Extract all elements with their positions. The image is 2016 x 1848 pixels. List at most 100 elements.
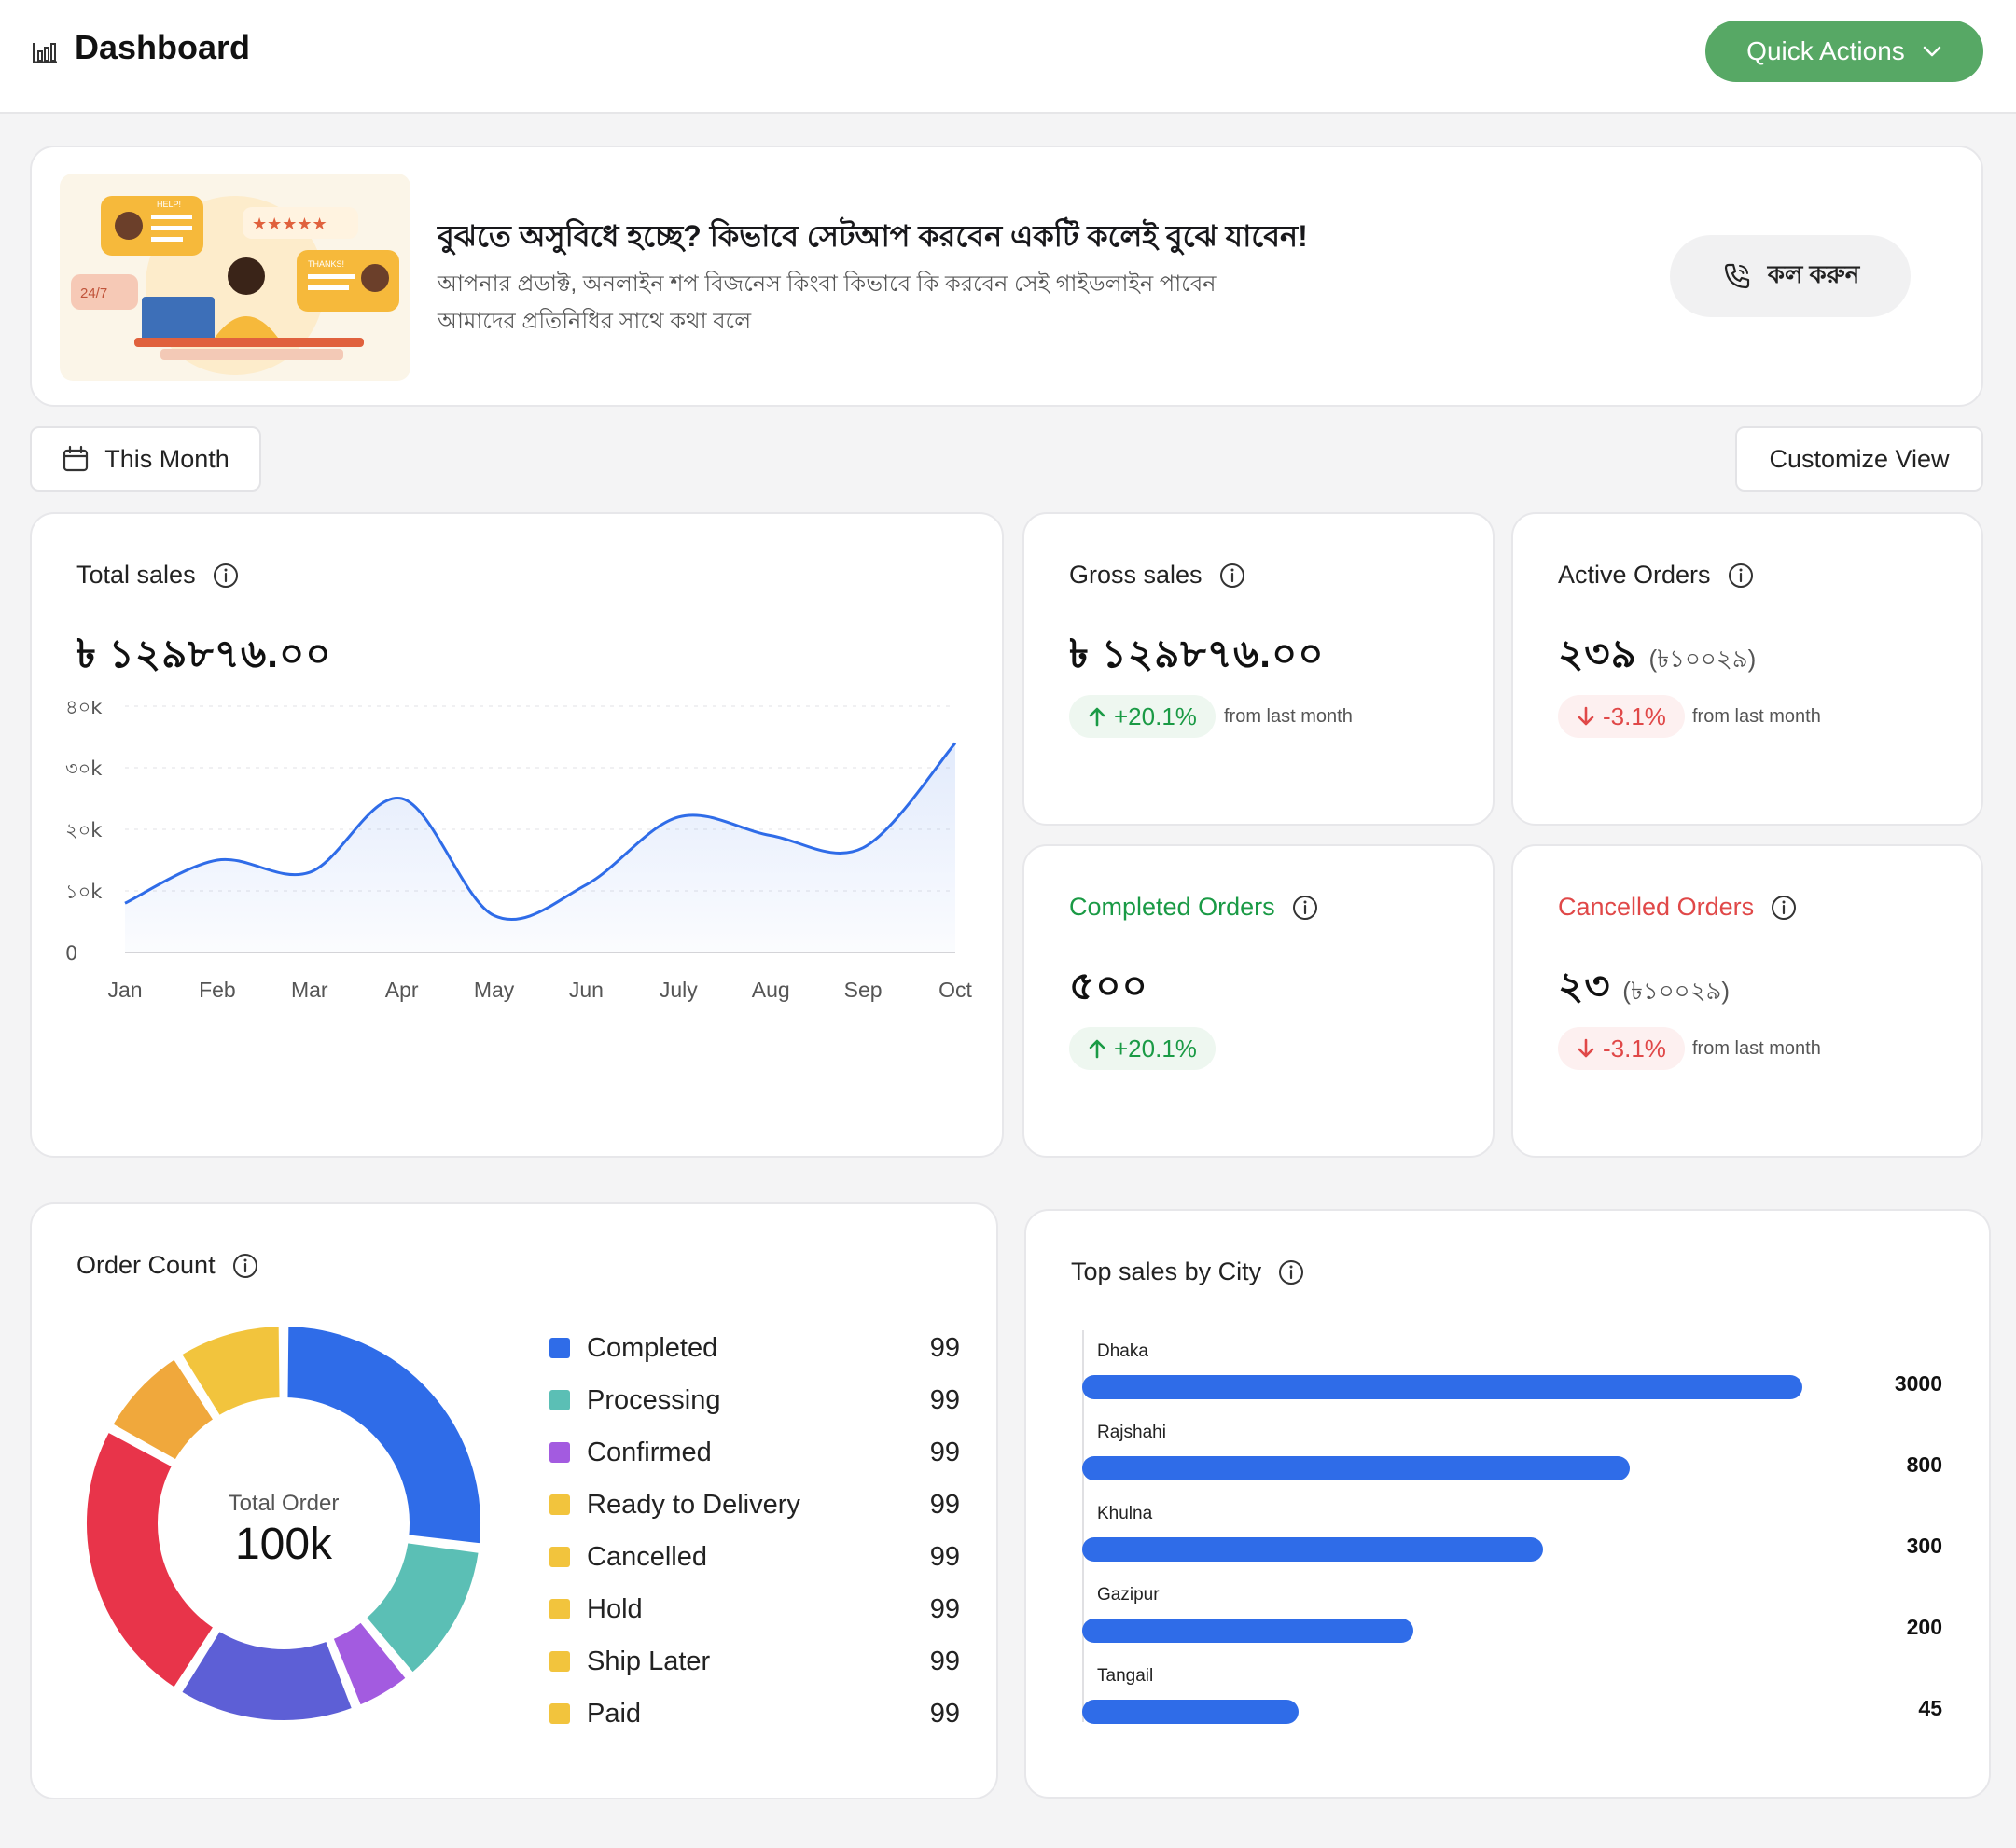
completed-orders-change-badge: +20.1% [1069,1027,1216,1070]
city-bar[interactable] [1082,1700,1299,1724]
top-bar: Dashboard Quick Actions [0,0,2016,114]
donut-slice-segment-6[interactable] [106,1353,220,1466]
banner-heading: বুঝতে অসুবিধে হচ্ছে? কিভাবে সেটআপ করবেন … [438,219,1308,253]
quick-actions-button[interactable]: Quick Actions [1705,21,1983,82]
legend-label: Confirmed [587,1437,712,1467]
legend-swatch [549,1494,570,1515]
support-illustration: HELP! ★★★★★ 24/7 THANKS! [60,174,410,381]
customize-view-label: Customize View [1769,444,1950,473]
chevron-down-icon [1923,46,1941,57]
cancelled-orders-label-row: Cancelled Orders [1558,893,1797,922]
x-tick-label: Jun [569,978,604,1002]
legend-item: Processing 99 [549,1382,960,1419]
info-icon[interactable] [1771,895,1797,921]
period-filter-button[interactable]: This Month [30,426,261,492]
arrow-up-icon [1089,707,1105,727]
svg-text:THANKS!: THANKS! [308,259,344,269]
x-tick-label: July [660,978,698,1002]
gross-sales-change: +20.1% [1114,702,1197,730]
total-sales-label: Total sales [76,561,196,589]
city-bar-chart: Dhaka 3000 Rajshahi 800 Khulna 300 Gazipur 200 T… [1026,1211,1993,1800]
info-icon[interactable] [232,1253,258,1279]
gross-sales-label-row: Gross sales [1069,561,1245,590]
donut-slice-completed[interactable] [282,1321,486,1549]
city-label: Dhaka [1097,1341,1148,1361]
y-tick-label: ১০k [65,881,103,903]
call-button-label: কল করুন [1767,260,1860,288]
x-tick-label: May [474,978,515,1002]
legend-count: 99 [929,1332,960,1363]
city-value: 3000 [1894,1371,1942,1396]
donut-slice-confirmed[interactable] [327,1616,412,1712]
completed-orders-card: Completed Orders ৫০০ +20.1% [1022,844,1495,1158]
cancelled-orders-value: ২৩ [1558,964,1611,1007]
city-value: 200 [1906,1615,1942,1639]
top-city-label-row: Top sales by City [1071,1257,1304,1286]
city-value: 800 [1906,1452,1942,1477]
city-bar[interactable] [1082,1537,1544,1562]
total-sales-label-row: Total sales [76,561,239,590]
city-bar[interactable] [1082,1456,1630,1480]
info-icon[interactable] [213,563,239,589]
info-icon[interactable] [1292,895,1318,921]
active-orders-change: -3.1% [1603,702,1666,730]
phone-icon [1724,263,1749,289]
total-sales-area-chart: 0 ১০k ২০k ৩০k ৪০k Jan Feb Mar Apr May Jun July Aug S… [65,701,972,1002]
active-orders-value-row: ২৩৯ (৳১০০২৯) [1558,623,1756,689]
y-tick-label: ২০k [65,819,103,841]
active-orders-label-row: Active Orders [1558,561,1754,590]
legend-label: Paid [587,1698,642,1729]
banner-description-line2: আমাদের প্রতিনিধির সাথে কথা বলে [438,309,752,334]
chart-bars-icon [33,43,57,63]
top-city-label: Top sales by City [1071,1257,1262,1285]
gross-sales-value: ৳ ১২৯৮৭৬.০০ [1069,632,1325,675]
legend-label: Processing [587,1384,721,1415]
legend-item: Confirmed 99 [549,1434,960,1471]
legend-swatch [549,1442,570,1463]
arrow-down-icon [1578,706,1594,726]
y-tick-label: 0 [65,942,77,965]
donut-center-value: 100k [235,1520,333,1569]
donut-slice-segment-5[interactable] [81,1425,220,1694]
active-orders-label: Active Orders [1558,561,1711,589]
x-tick-label: Aug [752,978,790,1002]
banner-description-line1: আপনার প্রডাক্ট, অনলাইন শপ বিজনেস কিংবা ক… [438,271,1217,297]
gross-sales-from-text: from last month [1224,706,1353,727]
x-tick-label: Feb [199,978,236,1002]
info-icon[interactable] [1219,563,1245,589]
sales-area-fill [125,743,955,952]
donut-slice-processing[interactable] [360,1536,485,1679]
sales-line [124,742,957,922]
order-count-card: Order Count Total Order 100k Completed 99… [30,1202,998,1799]
city-label: Rajshahi [1097,1423,1166,1442]
legend-label: Completed [587,1332,718,1363]
y-tick-label: ৪০k [65,701,103,718]
active-orders-value: ২৩৯ [1558,632,1637,675]
info-icon[interactable] [1728,563,1754,589]
legend-count: 99 [929,1541,960,1572]
legend-count: 99 [929,1384,960,1415]
city-bar[interactable] [1082,1619,1414,1643]
y-tick-label: ৩০k [65,757,103,780]
cancelled-orders-change: -3.1% [1603,1034,1666,1063]
info-icon[interactable] [1278,1259,1304,1285]
total-sales-value: ৳ ১২৯৮৭৬.০০ [76,632,332,675]
customize-view-button[interactable]: Customize View [1735,426,1983,492]
top-city-card: Top sales by City Dhaka 3000 Rajshahi 800 Kh… [1024,1209,1991,1799]
city-bar[interactable] [1082,1375,1802,1399]
legend-item: Ready to Delivery 99 [549,1486,960,1523]
active-orders-change-badge: -3.1% [1558,695,1685,738]
call-button[interactable]: কল করুন [1670,235,1911,317]
gross-sales-card: Gross sales ৳ ১২৯৮৭৬.০০ +20.1% from last… [1022,512,1495,826]
completed-orders-value: ৫০০ [1069,964,1148,1007]
support-banner: HELP! ★★★★★ 24/7 THANKS! বুঝতে অসুবিধে হ… [30,146,1983,407]
active-orders-card: Active Orders ২৩৯ (৳১০০২৯) -3.1% from la… [1511,512,1983,826]
donut-slice-segment-4[interactable] [175,1625,358,1726]
arrow-down-icon [1578,1038,1594,1058]
donut-slice-segment-7[interactable] [175,1321,285,1422]
cancelled-orders-change-badge: -3.1% [1558,1027,1685,1070]
legend-item: Ship Later 99 [549,1643,960,1680]
x-tick-label: Jan [107,978,142,1002]
city-label: Khulna [1097,1504,1153,1523]
period-filter-label: This Month [104,444,229,473]
